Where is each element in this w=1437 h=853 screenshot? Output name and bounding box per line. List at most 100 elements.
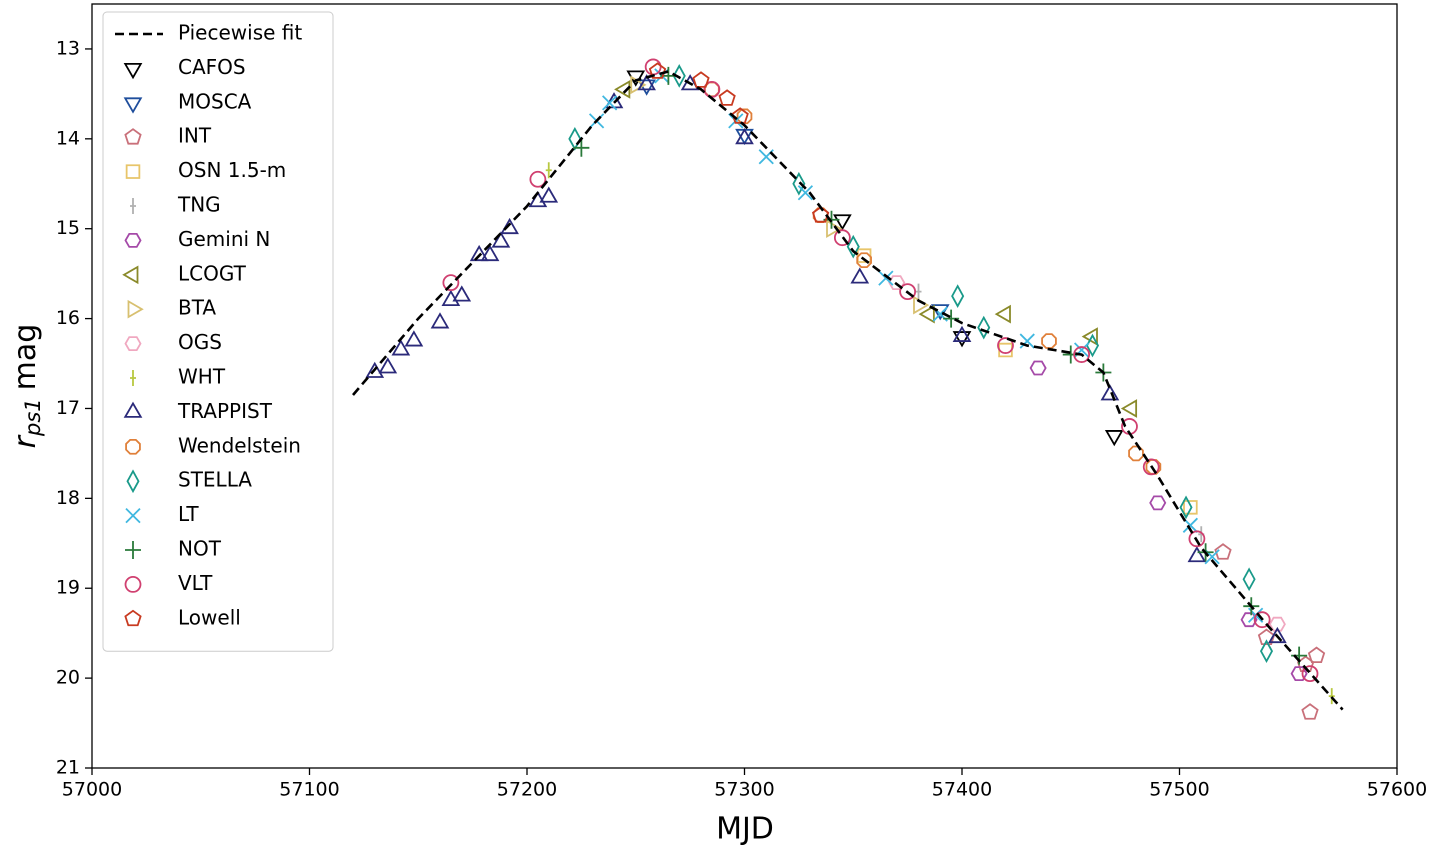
marker: [123, 401, 143, 418]
marker: [1179, 495, 1193, 520]
series: [442, 58, 1319, 683]
marker: [452, 285, 472, 302]
series: [365, 74, 1287, 644]
y-tick-label: 16: [56, 307, 80, 329]
series: [856, 248, 1198, 515]
series: [626, 70, 1124, 447]
marker: [125, 507, 141, 524]
marker: [1188, 530, 1206, 548]
marker: [899, 283, 917, 301]
series: [573, 66, 1308, 665]
marker: [672, 64, 686, 88]
marker: [718, 89, 736, 106]
marker: [930, 304, 950, 321]
marker: [441, 289, 461, 307]
marker: [124, 609, 142, 627]
fit-line: [352, 70, 1344, 711]
y-tick-label: 17: [56, 397, 80, 419]
marker: [124, 576, 142, 593]
marker: [735, 128, 754, 146]
marker: [878, 270, 894, 286]
marker: [614, 80, 631, 99]
marker: [731, 107, 749, 124]
legend-label: LT: [178, 502, 199, 526]
marker: [792, 171, 806, 196]
x-tick-label: 57400: [932, 779, 992, 801]
marker: [735, 128, 754, 145]
marker: [568, 126, 582, 151]
legend-box: [102, 11, 334, 652]
marker: [692, 71, 710, 88]
y-label-rest: mag: [8, 324, 43, 391]
legend-label: VLT: [178, 571, 213, 595]
marker: [378, 357, 398, 374]
marker: [952, 325, 972, 342]
legend-label: NOT: [178, 537, 222, 561]
series: [630, 75, 930, 315]
marker: [125, 438, 141, 455]
marker: [1301, 703, 1319, 720]
series: [648, 62, 830, 223]
x-tick-label: 57200: [497, 779, 557, 801]
legend-label: LCOGT: [178, 261, 247, 285]
series: [568, 64, 1274, 664]
marker: [918, 304, 935, 324]
y-tick-label: 15: [56, 217, 80, 239]
marker: [1149, 495, 1167, 511]
marker: [1100, 384, 1120, 401]
marker: [998, 342, 1013, 358]
series: [637, 79, 950, 321]
marker: [1307, 646, 1326, 664]
marker: [1183, 500, 1198, 515]
marker: [1268, 616, 1286, 632]
marker: [833, 214, 852, 231]
marker: [1214, 543, 1232, 560]
marker: [124, 233, 142, 248]
legend-label: Piecewise fit: [178, 21, 302, 45]
marker: [125, 541, 141, 559]
x-tick-label: 57100: [279, 779, 339, 801]
marker: [846, 234, 860, 259]
marker: [915, 283, 922, 300]
legend-label: OGS: [178, 330, 222, 354]
marker: [125, 164, 141, 179]
marker: [122, 265, 139, 285]
marker: [728, 113, 744, 129]
marker: [1073, 346, 1091, 363]
series: [614, 80, 1138, 418]
marker: [573, 138, 590, 157]
series: [1029, 360, 1308, 682]
marker: [648, 62, 667, 79]
marker: [391, 339, 411, 356]
marker: [404, 330, 424, 347]
marker: [365, 361, 385, 378]
marker: [1041, 333, 1057, 349]
legend-label: Gemini N: [178, 227, 270, 251]
marker: [130, 198, 136, 214]
marker: [1142, 458, 1160, 476]
marker: [602, 95, 618, 111]
marker: [1019, 333, 1035, 349]
marker: [637, 79, 656, 96]
marker: [997, 337, 1014, 354]
series: [545, 162, 1335, 705]
marker: [1104, 430, 1124, 447]
marker: [1301, 665, 1319, 683]
marker: [430, 312, 450, 329]
legend-label: Wendelstein: [178, 433, 301, 457]
legend-label: OSN 1.5-m: [178, 158, 286, 182]
marker: [977, 315, 991, 340]
y-axis-label: rps1 mag: [8, 324, 46, 449]
legend-label: STELLA: [178, 468, 252, 492]
marker: [994, 304, 1011, 324]
marker: [797, 185, 814, 201]
legend-label: TNG: [177, 193, 221, 217]
x-tick-label: 57500: [1149, 779, 1209, 801]
y-tick-label: 21: [56, 757, 80, 779]
marker: [480, 244, 500, 262]
marker: [442, 274, 460, 292]
marker: [491, 231, 511, 248]
legend-label: INT: [178, 124, 212, 148]
marker: [124, 336, 142, 351]
marker: [1290, 666, 1308, 682]
